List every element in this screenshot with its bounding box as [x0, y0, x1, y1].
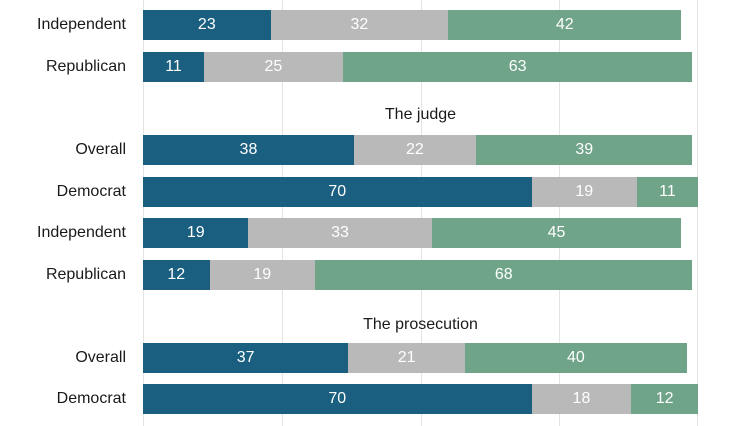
gridline: [143, 0, 144, 426]
bar-segment: 70: [143, 384, 532, 414]
row-label: Independent: [37, 224, 126, 241]
bar-segment: 22: [353, 135, 476, 165]
bar-segment: 70: [143, 177, 532, 207]
bar-segment: 63: [342, 52, 693, 82]
row-label: Democrat: [56, 390, 126, 407]
bar-segment: 12: [143, 260, 210, 290]
bar-segment: 38: [143, 135, 354, 165]
row-label: Republican: [45, 58, 126, 75]
row-label: Overall: [75, 349, 126, 366]
gridline: [420, 0, 422, 426]
bar-segment: 37: [143, 343, 349, 373]
bar-segment: 11: [143, 52, 205, 82]
bar-segment: 19: [531, 177, 637, 207]
gridline: [559, 0, 561, 426]
bar-segment: 42: [448, 10, 682, 40]
row-label: Republican: [45, 266, 126, 283]
bar-segment: 39: [476, 135, 693, 165]
row-label: Independent: [37, 16, 126, 33]
bar-segment: 18: [531, 384, 632, 414]
group-title: The judge: [384, 106, 457, 123]
row-label: Overall: [75, 141, 126, 158]
bar-segment: 68: [315, 260, 693, 290]
bar-segment: 21: [348, 343, 465, 373]
bar-segment: 19: [209, 260, 316, 290]
gridline: [281, 0, 283, 426]
bar-segment: 32: [270, 10, 449, 40]
bar-segment: 33: [248, 218, 432, 248]
bar-segment: 12: [631, 384, 698, 414]
gridline: [697, 0, 698, 426]
bar-segment: 11: [636, 177, 698, 207]
bar-segment: 19: [143, 218, 249, 248]
bar-segment: 23: [143, 10, 271, 40]
bar-segment: 45: [431, 218, 682, 248]
row-label: Democrat: [56, 183, 126, 200]
bar-segment: 40: [464, 343, 687, 373]
bar-segment: 25: [204, 52, 343, 82]
group-title: The prosecution: [363, 316, 478, 333]
